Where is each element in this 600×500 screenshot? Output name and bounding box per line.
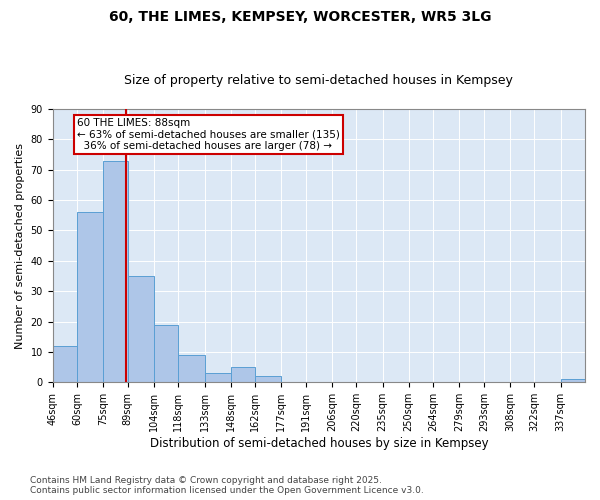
- X-axis label: Distribution of semi-detached houses by size in Kempsey: Distribution of semi-detached houses by …: [149, 437, 488, 450]
- Bar: [178, 355, 205, 382]
- Bar: [560, 380, 585, 382]
- Y-axis label: Number of semi-detached properties: Number of semi-detached properties: [15, 142, 25, 348]
- Bar: [53, 346, 77, 383]
- Bar: [103, 160, 128, 382]
- Title: Size of property relative to semi-detached houses in Kempsey: Size of property relative to semi-detach…: [124, 74, 513, 87]
- Bar: [255, 376, 281, 382]
- Bar: [205, 373, 230, 382]
- Bar: [128, 276, 154, 382]
- Bar: [154, 324, 178, 382]
- Bar: [230, 367, 255, 382]
- Text: 60 THE LIMES: 88sqm
← 63% of semi-detached houses are smaller (135)
  36% of sem: 60 THE LIMES: 88sqm ← 63% of semi-detach…: [77, 118, 340, 152]
- Text: Contains HM Land Registry data © Crown copyright and database right 2025.
Contai: Contains HM Land Registry data © Crown c…: [30, 476, 424, 495]
- Text: 60, THE LIMES, KEMPSEY, WORCESTER, WR5 3LG: 60, THE LIMES, KEMPSEY, WORCESTER, WR5 3…: [109, 10, 491, 24]
- Bar: [77, 212, 103, 382]
